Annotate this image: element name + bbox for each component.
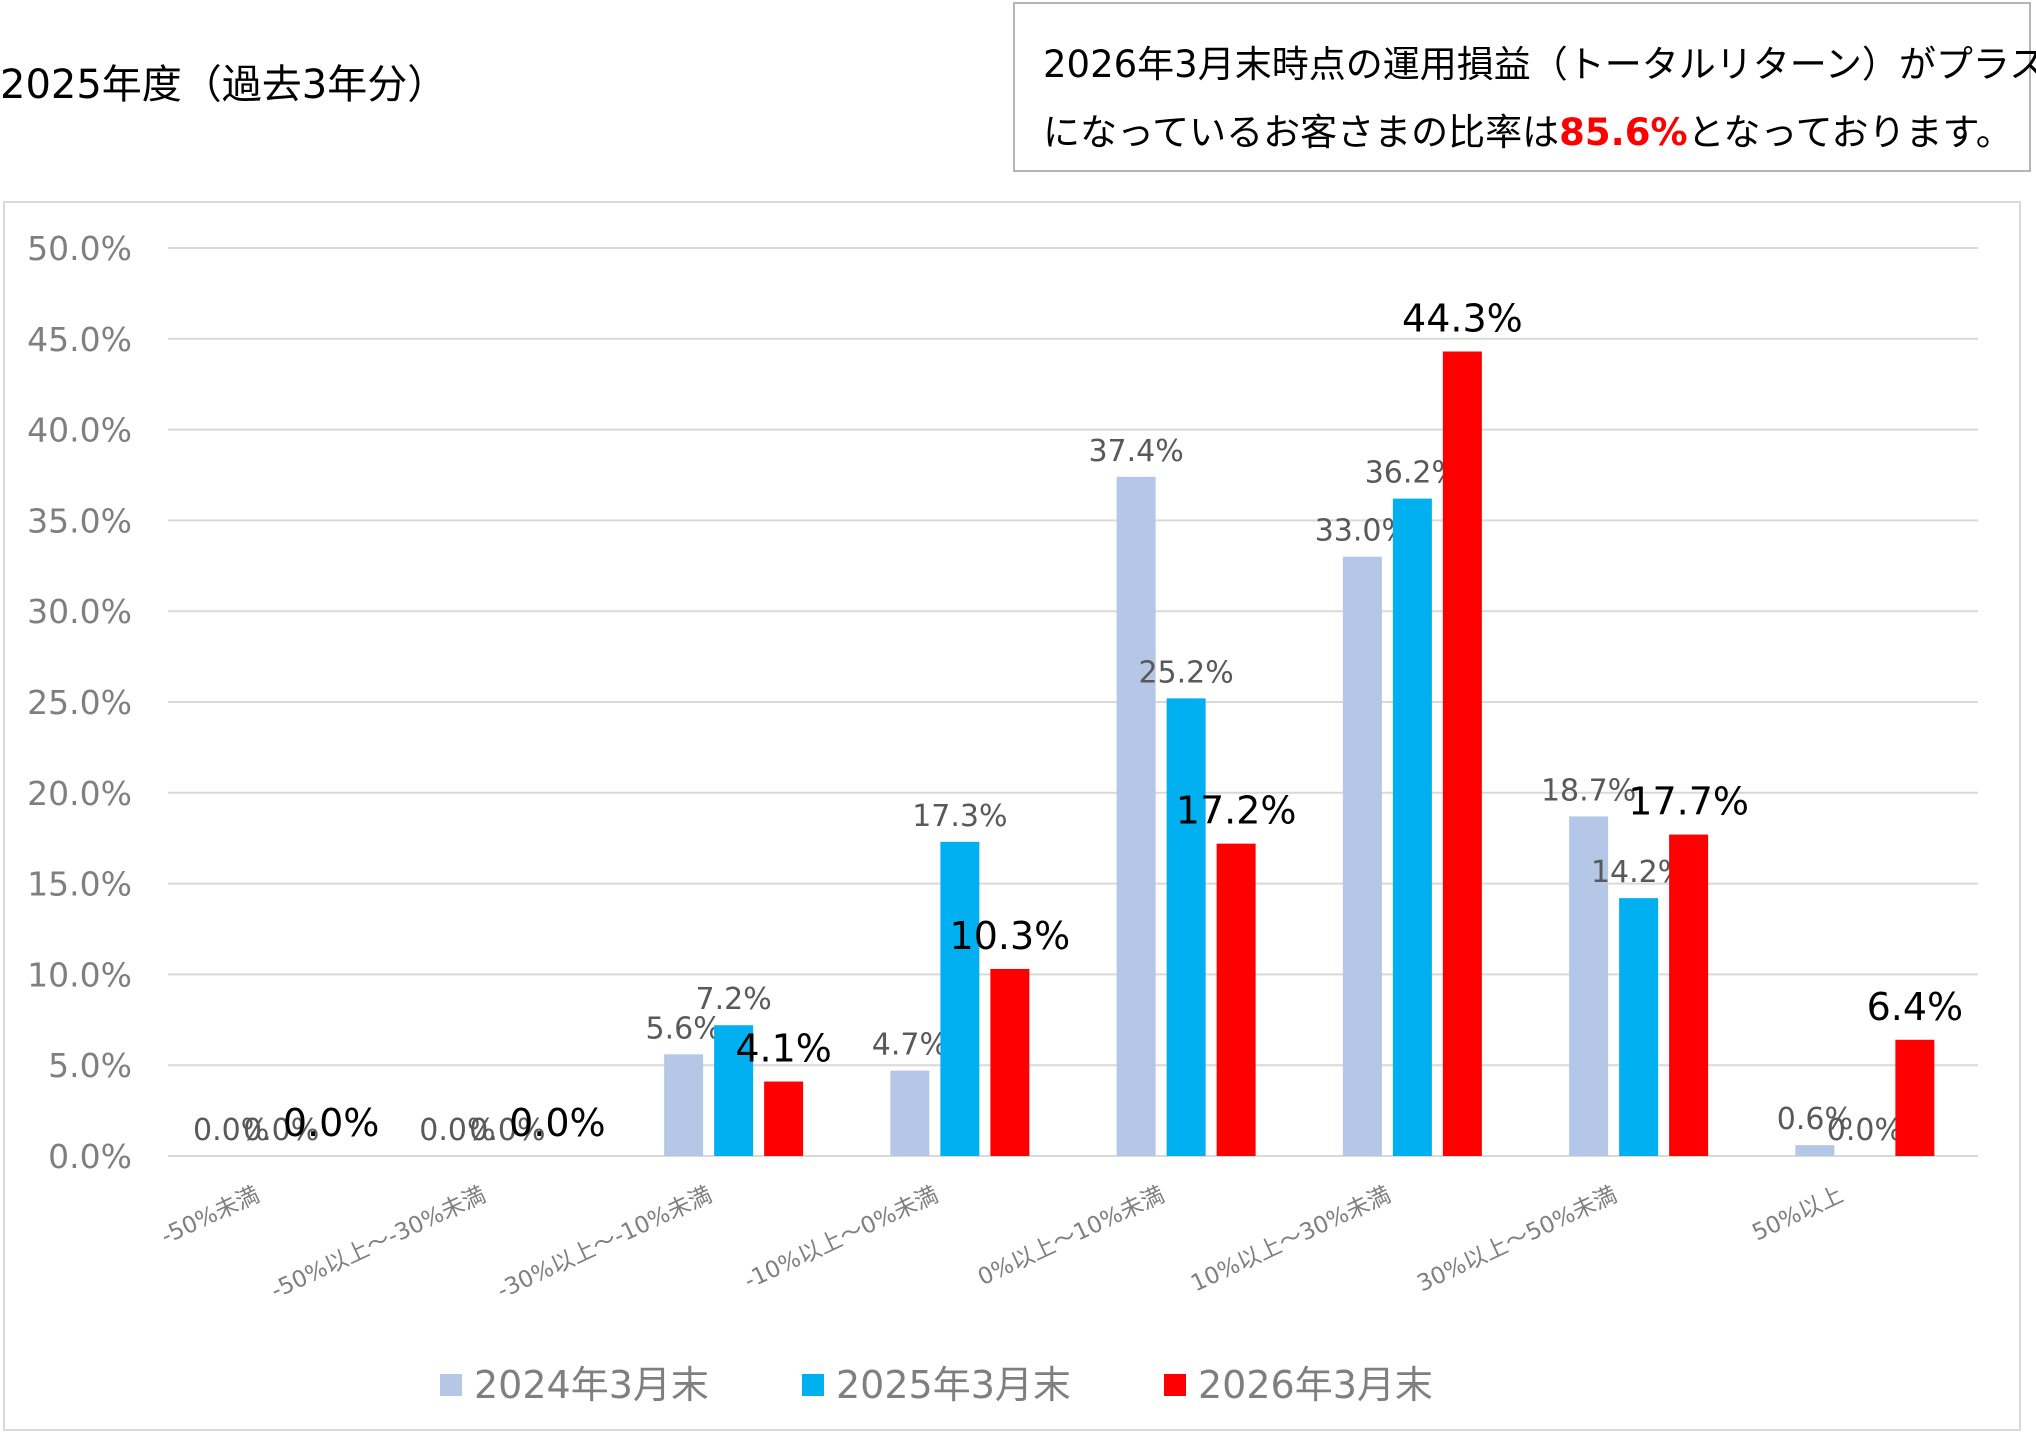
y-tick-label: 10.0% bbox=[27, 955, 132, 994]
data-label: 0.6% bbox=[1777, 1102, 1853, 1137]
bar bbox=[714, 1025, 754, 1156]
legend-swatch bbox=[440, 1374, 462, 1396]
summary-note-line1: 2026年3月末時点の運用損益（トータルリターン）がプラス bbox=[1043, 43, 2036, 86]
y-tick-label: 30.0% bbox=[27, 592, 132, 631]
data-label: 0.0% bbox=[193, 1113, 269, 1148]
bar bbox=[664, 1054, 704, 1156]
bar bbox=[1795, 1145, 1835, 1156]
x-tick-label: 10%以上～30%未満 bbox=[1187, 1182, 1395, 1297]
bar bbox=[890, 1070, 930, 1156]
bar bbox=[1569, 816, 1609, 1156]
bar bbox=[1166, 698, 1206, 1156]
bar bbox=[940, 841, 980, 1156]
summary-note-line2: になっているお客さまの比率は85.6%となっております。 bbox=[1043, 102, 2013, 156]
data-label: 17.7% bbox=[1628, 780, 1749, 824]
x-tick-label: -30%以上～-10%未満 bbox=[493, 1182, 716, 1304]
summary-note-box: 2026年3月末時点の運用損益（トータルリターン）がプラス になっているお客さま… bbox=[1013, 2, 2036, 172]
y-tick-label: 5.0% bbox=[48, 1046, 132, 1085]
y-tick-label: 0.0% bbox=[48, 1137, 132, 1176]
data-label: 37.4% bbox=[1088, 434, 1183, 469]
data-label: 0.0% bbox=[243, 1113, 319, 1148]
y-tick-label: 45.0% bbox=[27, 320, 132, 359]
bar bbox=[1619, 898, 1659, 1156]
data-label: 17.2% bbox=[1176, 789, 1297, 833]
data-label: 6.4% bbox=[1867, 985, 1964, 1029]
bar bbox=[1116, 476, 1156, 1156]
bar bbox=[764, 1081, 804, 1156]
y-tick-label: 50.0% bbox=[27, 229, 132, 268]
chart-frame bbox=[3, 201, 2021, 1431]
data-label: 10.3% bbox=[950, 914, 1071, 958]
bar bbox=[1895, 1039, 1935, 1156]
y-tick-label: 40.0% bbox=[27, 411, 132, 450]
bar bbox=[1216, 843, 1256, 1156]
y-tick-label: 20.0% bbox=[27, 774, 132, 813]
y-tick-label: 25.0% bbox=[27, 683, 132, 722]
bar bbox=[1442, 351, 1482, 1157]
page-title: 2025年度（過去3年分） bbox=[0, 62, 448, 108]
x-tick-label: 50%以上 bbox=[1748, 1182, 1847, 1247]
data-label: 25.2% bbox=[1138, 655, 1233, 690]
data-label: 4.7% bbox=[872, 1028, 948, 1063]
summary-note-highlight: 85.6% bbox=[1559, 111, 1688, 154]
data-label: 44.3% bbox=[1402, 297, 1523, 341]
x-tick-label: -50%以上～-30%未満 bbox=[267, 1182, 490, 1304]
x-tick-label: -10%以上～0%未満 bbox=[740, 1182, 942, 1295]
data-label: 5.6% bbox=[646, 1011, 722, 1046]
bar bbox=[1392, 498, 1432, 1156]
data-label: 7.2% bbox=[696, 982, 772, 1017]
x-tick-label: 30%以上～50%未満 bbox=[1413, 1182, 1621, 1297]
x-tick-label: -50%未満 bbox=[157, 1182, 264, 1250]
x-tick-label: 0%以上～10%未満 bbox=[974, 1182, 1169, 1291]
bar bbox=[990, 968, 1030, 1156]
data-label: 17.3% bbox=[912, 799, 1007, 834]
data-label: 18.7% bbox=[1541, 773, 1636, 808]
data-label: 0.0% bbox=[1827, 1113, 1903, 1148]
summary-note-text-before: になっているお客さまの比率は bbox=[1043, 111, 1560, 154]
data-label: 4.1% bbox=[735, 1027, 832, 1071]
bar bbox=[1669, 834, 1709, 1156]
data-label: 0.0% bbox=[469, 1113, 545, 1148]
data-label: 0.0% bbox=[419, 1113, 495, 1148]
summary-note-text-after: となっております。 bbox=[1687, 111, 2013, 154]
bar bbox=[1342, 556, 1382, 1156]
legend-label: 2025年3月末 bbox=[836, 1363, 1071, 1407]
data-label: 0.0% bbox=[283, 1101, 380, 1145]
data-label: 0.0% bbox=[509, 1101, 606, 1145]
y-tick-label: 35.0% bbox=[27, 501, 132, 540]
legend-swatch bbox=[1164, 1374, 1186, 1396]
legend-label: 2026年3月末 bbox=[1198, 1363, 1433, 1407]
y-tick-label: 15.0% bbox=[27, 865, 132, 904]
legend-swatch bbox=[802, 1374, 824, 1396]
legend-label: 2024年3月末 bbox=[474, 1363, 709, 1407]
